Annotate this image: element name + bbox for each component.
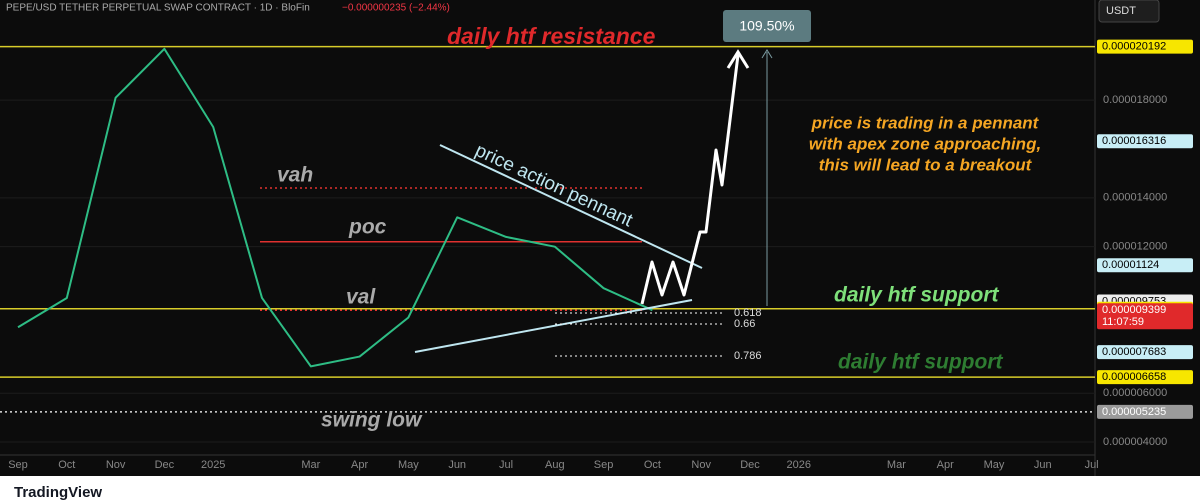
x-tick-label: May (984, 459, 1005, 471)
footer-logo: TradingView (14, 484, 102, 500)
price-tag-label: 0.000016316 (1102, 135, 1166, 147)
x-tick-label: Mar (301, 459, 320, 471)
currency-box[interactable] (1098, 0, 1160, 23)
pennant-upper (439, 144, 703, 269)
annotation: daily htf resistance (447, 23, 656, 49)
annotation: poc (348, 216, 387, 239)
price-tag (1097, 404, 1193, 419)
x-tick-label: Nov (106, 459, 126, 471)
measure-label: 109.50% (739, 18, 794, 34)
y-tick-label: 0.000006000 (1103, 387, 1167, 399)
x-tick-label: Mar (887, 459, 906, 471)
price-tag (1097, 345, 1193, 360)
price-tag (1097, 370, 1193, 385)
x-tick-label: Jun (448, 459, 466, 471)
background (0, 0, 1200, 476)
measure-box (723, 10, 811, 42)
price-tag (1097, 39, 1193, 54)
x-tick-label: 2025 (201, 459, 225, 471)
annotation: val (346, 286, 376, 309)
y-tick-label: 0.000004000 (1103, 436, 1167, 448)
x-tick-label: May (398, 459, 419, 471)
pennant-lower (414, 299, 693, 353)
price-tag-label: 0.000009399 (1102, 304, 1166, 316)
price-tag-label: 0.000007683 (1102, 346, 1166, 358)
countdown: 11:07:59 (1102, 316, 1144, 328)
x-tick-label: Nov (691, 459, 711, 471)
x-tick-label: Sep (594, 459, 614, 471)
y-tick-label: 0.000012000 (1103, 241, 1167, 253)
fib-label: 0.786 (734, 350, 762, 362)
price-tag (1097, 303, 1193, 330)
x-tick-label: Oct (644, 459, 661, 471)
fib-label: 0.618 (734, 307, 762, 319)
x-tick-label: 2026 (787, 459, 811, 471)
x-tick-label: Sep (8, 459, 28, 471)
projection-path (640, 54, 740, 305)
annotation: with apex zone approaching, (809, 134, 1041, 153)
symbol-title: PEPE/USD TETHER PERPETUAL SWAP CONTRACT … (6, 3, 310, 14)
x-tick-label: Oct (58, 459, 75, 471)
currency[interactable]: USDT (1106, 5, 1136, 17)
x-tick-label: Apr (351, 459, 368, 471)
annotation: this will lead to a breakout (819, 155, 1033, 174)
price-change: −0.000000235 (−2.44%) (342, 3, 450, 14)
annotation: daily htf support (838, 351, 1004, 374)
x-tick-label: Jul (499, 459, 513, 471)
price-line (17, 47, 653, 368)
annotation: swing low (321, 409, 423, 432)
annotation: vah (277, 164, 313, 187)
price-tag-label: 0.00001124 (1102, 259, 1159, 271)
price-tag-label: 0.000020192 (1102, 41, 1166, 53)
price-tag-label: 0.000006658 (1102, 371, 1166, 383)
y-tick-label: 0.000014000 (1103, 192, 1167, 204)
measure-arrowhead (761, 49, 773, 59)
price-axis (1095, 0, 1200, 476)
x-tick-label: Jun (1034, 459, 1052, 471)
y-tick-label: 0.000018000 (1103, 94, 1167, 106)
annotation: price is trading in a pennant (811, 113, 1040, 132)
fib-label: 0.66 (734, 318, 755, 330)
price-tag-label: 0.000005235 (1102, 406, 1166, 418)
price-tag (1097, 134, 1193, 149)
price-tag (1097, 258, 1193, 273)
x-tick-label: Dec (740, 459, 760, 471)
annotation: daily htf support (834, 284, 1000, 307)
x-tick-label: Jul (1085, 459, 1099, 471)
projection-arrowhead (726, 49, 750, 69)
x-tick-label: Apr (937, 459, 954, 471)
x-tick-label: Dec (155, 459, 175, 471)
x-tick-label: Aug (545, 459, 565, 471)
footer (0, 476, 1200, 500)
